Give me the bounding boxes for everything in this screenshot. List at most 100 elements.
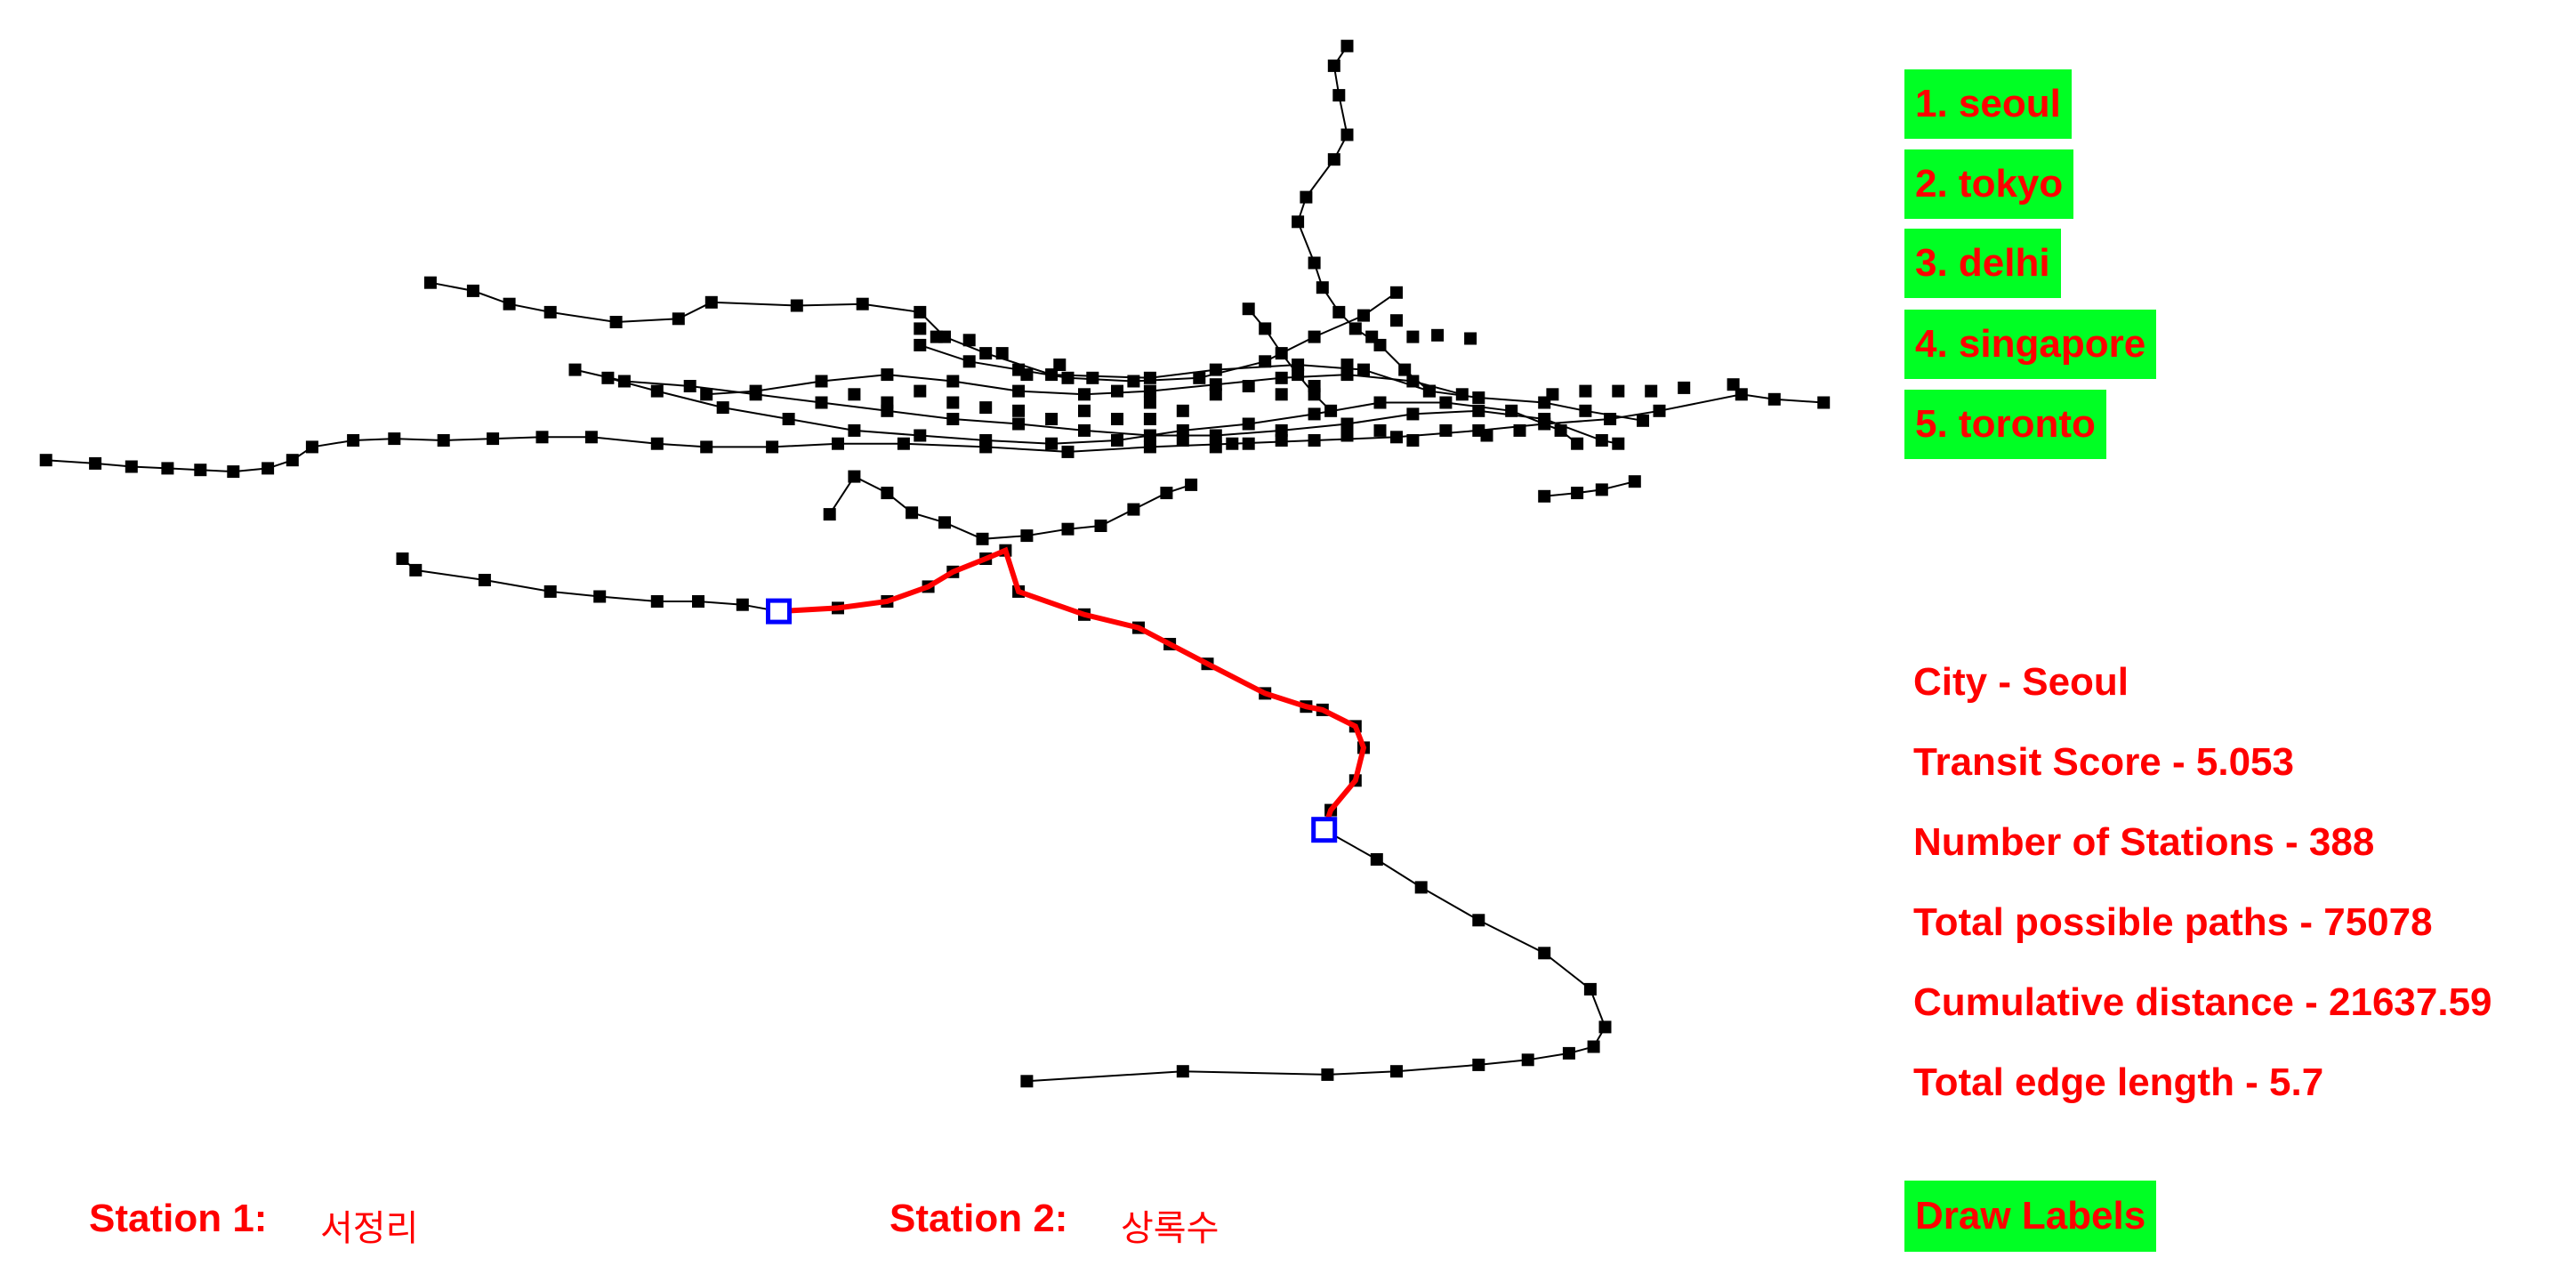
station-node[interactable] — [1209, 388, 1222, 401]
station-node[interactable] — [856, 297, 869, 310]
station-node[interactable] — [1045, 368, 1059, 382]
station-node[interactable] — [1053, 359, 1067, 371]
station-node[interactable] — [1012, 417, 1026, 431]
station-node[interactable] — [1020, 368, 1034, 382]
station-node[interactable] — [1373, 396, 1387, 409]
station-node[interactable] — [1209, 429, 1222, 442]
station-node[interactable] — [766, 440, 779, 454]
station-node[interactable] — [962, 355, 976, 368]
station-node[interactable] — [1012, 384, 1026, 398]
station-node[interactable] — [1390, 431, 1403, 444]
station-node[interactable] — [930, 330, 943, 343]
station-node[interactable] — [1308, 256, 1321, 270]
station-node[interactable] — [1061, 445, 1075, 458]
station-node[interactable] — [601, 371, 615, 384]
station-node[interactable] — [1571, 487, 1584, 500]
station-node[interactable] — [1020, 1075, 1034, 1088]
station-node[interactable] — [1546, 388, 1559, 401]
station-node[interactable] — [466, 284, 479, 297]
city-button-singapore[interactable]: 4. singapore — [1904, 310, 2157, 379]
station-node[interactable] — [1094, 520, 1107, 532]
station-node[interactable] — [1300, 190, 1313, 204]
station-node[interactable] — [815, 375, 828, 388]
station-node[interactable] — [1226, 437, 1239, 450]
station-node[interactable] — [1292, 359, 1305, 371]
station-node[interactable] — [1583, 982, 1597, 996]
station-node[interactable] — [1817, 396, 1831, 409]
station-node[interactable] — [1061, 522, 1075, 536]
station-node[interactable] — [1554, 423, 1567, 437]
station-node[interactable] — [1308, 330, 1321, 343]
station-node[interactable] — [478, 574, 491, 586]
station-node[interactable] — [1275, 388, 1288, 401]
station-node[interactable] — [194, 464, 207, 477]
station-node[interactable] — [1078, 388, 1091, 401]
station-node[interactable] — [262, 462, 275, 475]
station-node[interactable] — [535, 431, 549, 444]
draw-labels-button[interactable]: Draw Labels — [1904, 1181, 2157, 1252]
station-node[interactable] — [1176, 1065, 1189, 1078]
city-button-seoul[interactable]: 1. seoul — [1904, 69, 2072, 139]
station-node[interactable] — [593, 590, 607, 603]
station2-marker[interactable] — [1311, 817, 1338, 843]
station-node[interactable] — [1348, 322, 1362, 335]
station1-marker[interactable] — [766, 598, 792, 625]
station-node[interactable] — [1595, 483, 1608, 496]
station-node[interactable] — [1645, 384, 1658, 398]
station-node[interactable] — [832, 437, 844, 450]
station-node[interactable] — [1406, 434, 1420, 447]
station-node[interactable] — [736, 598, 749, 611]
station-node[interactable] — [161, 462, 174, 475]
station-node[interactable] — [995, 347, 1009, 360]
station-node[interactable] — [1160, 487, 1173, 500]
station-node[interactable] — [1340, 39, 1354, 52]
station-node[interactable] — [1390, 1065, 1403, 1078]
station-node[interactable] — [1637, 414, 1649, 427]
station-node[interactable] — [584, 431, 598, 444]
station-node[interactable] — [1185, 478, 1198, 491]
station-node[interactable] — [1579, 404, 1592, 417]
station-node[interactable] — [823, 508, 836, 521]
transit-map[interactable] — [0, 0, 1877, 1157]
station-node[interactable] — [716, 401, 729, 415]
station-node[interactable] — [1086, 371, 1099, 384]
station-node[interactable] — [1398, 363, 1412, 376]
station-node[interactable] — [1538, 947, 1551, 960]
station-node[interactable] — [979, 434, 993, 447]
station-node[interactable] — [1431, 328, 1445, 342]
station-node[interactable] — [914, 384, 927, 398]
station-node[interactable] — [1422, 384, 1436, 398]
station-node[interactable] — [881, 487, 894, 500]
station-node[interactable] — [1308, 380, 1321, 392]
station-node[interactable] — [1472, 404, 1485, 417]
station-node[interactable] — [1373, 423, 1387, 437]
station-node[interactable] — [1612, 384, 1625, 398]
station-node[interactable] — [938, 516, 951, 529]
station-node[interactable] — [1275, 434, 1288, 447]
station-node[interactable] — [1111, 384, 1123, 398]
station-node[interactable] — [125, 460, 138, 473]
station-node[interactable] — [1464, 332, 1477, 345]
station-node[interactable] — [1455, 388, 1469, 401]
station-node[interactable] — [1340, 128, 1354, 141]
station-node[interactable] — [568, 363, 582, 376]
station-node[interactable] — [1472, 914, 1485, 927]
station-node[interactable] — [409, 563, 423, 577]
station-node[interactable] — [89, 456, 102, 470]
station-node[interactable] — [946, 413, 960, 425]
station-node[interactable] — [979, 401, 993, 415]
station-node[interactable] — [1020, 529, 1034, 543]
station-node[interactable] — [1653, 404, 1666, 417]
station-node[interactable] — [1143, 429, 1156, 442]
station-node[interactable] — [704, 295, 718, 309]
station-node[interactable] — [1390, 286, 1403, 299]
station-node[interactable] — [388, 432, 401, 446]
station-node[interactable] — [1357, 309, 1370, 322]
station-node[interactable] — [1340, 417, 1354, 431]
station-node[interactable] — [749, 384, 762, 398]
station-node[interactable] — [1078, 423, 1091, 437]
station-node[interactable] — [1579, 384, 1592, 398]
station-node[interactable] — [962, 334, 976, 347]
station-node[interactable] — [1259, 355, 1272, 368]
station-node[interactable] — [650, 595, 664, 608]
